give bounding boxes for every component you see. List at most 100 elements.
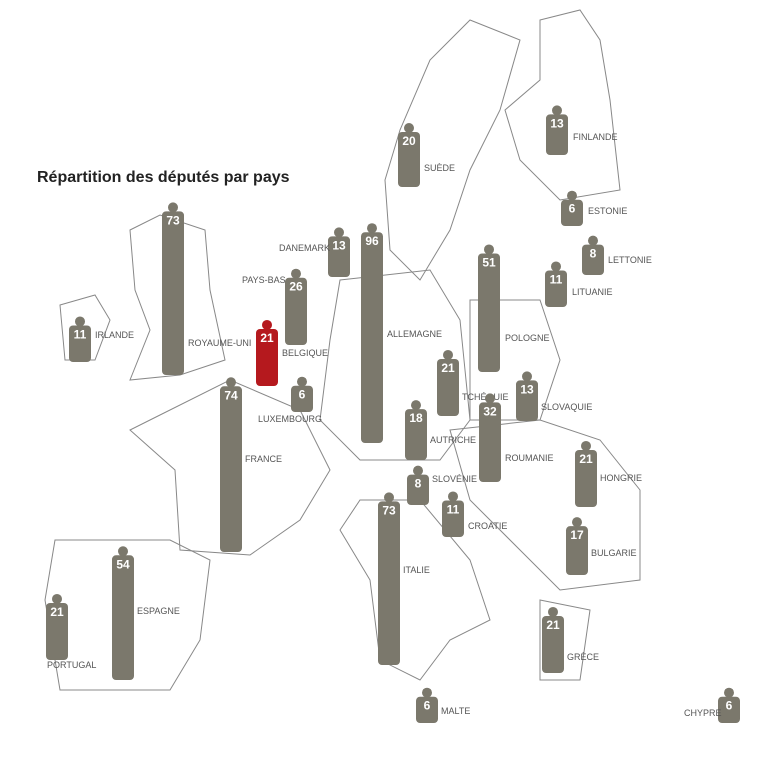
seat-bar bbox=[545, 270, 567, 307]
figure-head bbox=[291, 268, 301, 279]
figure-head bbox=[724, 687, 734, 698]
figure-head bbox=[367, 223, 377, 234]
seat-count: 6 bbox=[726, 699, 733, 713]
country-label: DANEMARK bbox=[279, 243, 330, 253]
seat-count: 6 bbox=[299, 388, 306, 402]
figure-head bbox=[118, 546, 128, 557]
seat-bar bbox=[69, 325, 91, 362]
seat-count: 74 bbox=[224, 388, 238, 402]
seat-bar bbox=[582, 244, 604, 275]
seat-count: 32 bbox=[483, 404, 497, 418]
country-label: FRANCE bbox=[245, 454, 282, 464]
figure-head bbox=[75, 316, 85, 327]
seat-bar bbox=[575, 449, 597, 507]
seat-count: 6 bbox=[569, 202, 576, 216]
seat-bar bbox=[718, 696, 740, 723]
seat-count: 73 bbox=[166, 213, 180, 227]
seat-bar bbox=[361, 232, 383, 443]
country-label: MALTE bbox=[441, 706, 470, 716]
seat-bar bbox=[478, 253, 500, 372]
country-label: BELGIQUE bbox=[282, 348, 328, 358]
figure-head bbox=[448, 491, 458, 502]
seat-count: 21 bbox=[441, 361, 455, 375]
seat-bar bbox=[398, 132, 420, 187]
figure-head bbox=[384, 492, 394, 503]
figure-head bbox=[422, 687, 432, 698]
seat-bar bbox=[162, 211, 184, 375]
country-label: GRÈCE bbox=[567, 652, 599, 662]
seat-count: 21 bbox=[579, 452, 593, 466]
figure-head bbox=[168, 202, 178, 213]
seat-bar bbox=[256, 328, 278, 386]
figure-head bbox=[297, 376, 307, 387]
seat-bar bbox=[479, 402, 501, 482]
seat-count: 21 bbox=[260, 331, 274, 345]
country-label: PORTUGAL bbox=[47, 660, 96, 670]
seat-count: 26 bbox=[289, 280, 303, 294]
country-label: FINLANDE bbox=[573, 132, 618, 142]
country-label: LUXEMBOURG bbox=[258, 414, 322, 424]
figure-head bbox=[567, 190, 577, 201]
seat-count: 96 bbox=[365, 234, 379, 248]
country-label: CROATIE bbox=[468, 521, 507, 531]
seat-bar bbox=[442, 500, 464, 537]
country-label: ALLEMAGNE bbox=[387, 329, 442, 339]
seat-bar bbox=[437, 358, 459, 416]
seat-bar bbox=[46, 602, 68, 660]
figure-head bbox=[548, 606, 558, 617]
seat-bar bbox=[407, 474, 429, 505]
seat-bar bbox=[220, 386, 242, 552]
country-label: HONGRIE bbox=[600, 473, 642, 483]
seat-count: 11 bbox=[550, 272, 563, 286]
figure-head bbox=[551, 261, 561, 272]
seat-bar bbox=[416, 696, 438, 723]
seat-bar bbox=[546, 114, 568, 155]
seat-count: 20 bbox=[402, 134, 416, 148]
seat-count: 8 bbox=[415, 477, 422, 491]
figure-head bbox=[588, 235, 598, 246]
figure-head bbox=[522, 371, 532, 382]
country-label: ESTONIE bbox=[588, 206, 627, 216]
country-label: ROYAUME-UNI bbox=[188, 338, 251, 348]
figure-head bbox=[552, 105, 562, 116]
country-label: SLOVAQUIE bbox=[541, 402, 592, 412]
figure-head bbox=[484, 244, 494, 255]
country-label: PAYS-BAS bbox=[242, 275, 286, 285]
country-label: LITUANIE bbox=[572, 287, 613, 297]
figure-head bbox=[572, 517, 582, 528]
country-label: BULGARIE bbox=[591, 548, 637, 558]
country-label: ROUMANIE bbox=[505, 453, 554, 463]
figure-head bbox=[226, 377, 236, 388]
figure-head bbox=[413, 465, 423, 476]
figure-head bbox=[52, 593, 62, 604]
seat-count: 13 bbox=[520, 382, 534, 396]
seat-bar bbox=[542, 615, 564, 673]
seat-count: 54 bbox=[116, 557, 130, 571]
country-label: AUTRICHE bbox=[430, 435, 476, 445]
seat-count: 51 bbox=[482, 255, 496, 269]
seat-count: 21 bbox=[546, 618, 560, 632]
seat-bar bbox=[516, 380, 538, 421]
seat-count: 13 bbox=[332, 238, 346, 252]
country-label: CHYPRE bbox=[684, 708, 722, 718]
country-label: ESPAGNE bbox=[137, 606, 180, 616]
figure-head bbox=[262, 319, 272, 330]
country-label: IRLANDE bbox=[95, 330, 134, 340]
country-label: LETTONIE bbox=[608, 255, 652, 265]
seat-count: 8 bbox=[590, 247, 597, 261]
seat-bar bbox=[378, 501, 400, 665]
figure-head bbox=[411, 400, 421, 411]
map-outline bbox=[44, 9, 641, 691]
seat-count: 73 bbox=[382, 503, 396, 517]
seat-bar bbox=[291, 385, 313, 412]
seat-bar bbox=[328, 236, 350, 277]
country-label: SUÈDE bbox=[424, 163, 455, 173]
country-label: SLOVÉNIE bbox=[432, 474, 477, 484]
figure-head bbox=[404, 123, 414, 133]
title: Répartition des députés par pays bbox=[37, 169, 290, 186]
seat-bar bbox=[405, 409, 427, 460]
figure-head bbox=[485, 393, 495, 404]
seat-count: 18 bbox=[409, 411, 423, 425]
figure-head bbox=[443, 349, 453, 360]
